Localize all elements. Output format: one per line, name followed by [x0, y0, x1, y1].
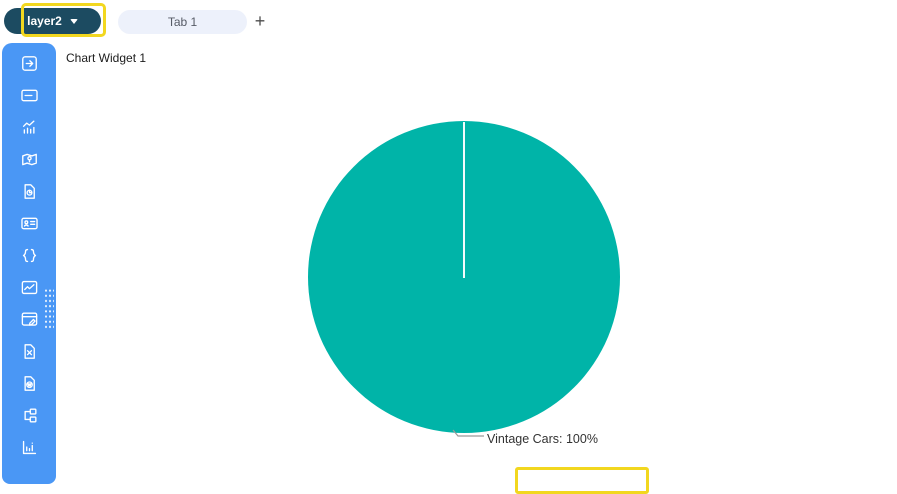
- sidebar-item-excel-file[interactable]: [17, 339, 41, 363]
- widget-sidebar: [2, 43, 56, 484]
- sidebar-item-input-field[interactable]: [17, 83, 41, 107]
- sidebar-item-combo-chart[interactable]: [17, 115, 41, 139]
- file-w-icon: [20, 374, 39, 393]
- tab-tab1[interactable]: Tab 1: [118, 10, 247, 34]
- sidebar-item-page-edit[interactable]: [17, 307, 41, 331]
- image-chart-icon: [20, 278, 39, 297]
- chevron-down-icon: [69, 18, 78, 24]
- pie-slice-border: [463, 122, 465, 278]
- sidebar-item-report-file[interactable]: [17, 179, 41, 203]
- layer-selector-button[interactable]: layer2: [4, 8, 101, 34]
- layer-selector-label: layer2: [27, 14, 62, 28]
- sidebar-item-open-arrow[interactable]: [17, 51, 41, 75]
- tree-structure-icon: [20, 406, 39, 425]
- sidebar-drag-handle[interactable]: [43, 287, 54, 329]
- file-report-icon: [20, 182, 39, 201]
- id-card-icon: [20, 214, 39, 233]
- top-bar: layer2 Tab 1 +: [0, 0, 897, 42]
- pie-label-leader-line: [452, 429, 484, 437]
- sidebar-item-id-card[interactable]: [17, 211, 41, 235]
- sidebar-item-word-file[interactable]: [17, 371, 41, 395]
- pie-data-label: Vintage Cars: 100%: [487, 432, 598, 446]
- sidebar-item-map[interactable]: [17, 147, 41, 171]
- map-pin-icon: [20, 150, 39, 169]
- arrow-right-square-icon: [20, 54, 39, 73]
- widget-title: Chart Widget 1: [66, 51, 147, 65]
- file-x-icon: [20, 342, 39, 361]
- window-edit-icon: [20, 310, 39, 329]
- input-field-icon: [20, 86, 39, 105]
- combo-chart-icon: [20, 118, 39, 137]
- tab-label: Tab 1: [167, 15, 198, 29]
- axis-chart-icon: [20, 438, 39, 457]
- dashboard-canvas: Chart Widget 1 Vintage Cars: 100%: [56, 42, 897, 494]
- sidebar-item-axis-chart[interactable]: [17, 435, 41, 459]
- curly-braces-icon: [20, 246, 39, 265]
- sidebar-item-code[interactable]: [17, 243, 41, 267]
- annotation-highlight-data-label: [515, 467, 649, 494]
- sidebar-item-tree[interactable]: [17, 403, 41, 427]
- sidebar-item-image-chart[interactable]: [17, 275, 41, 299]
- add-tab-button[interactable]: +: [249, 9, 271, 33]
